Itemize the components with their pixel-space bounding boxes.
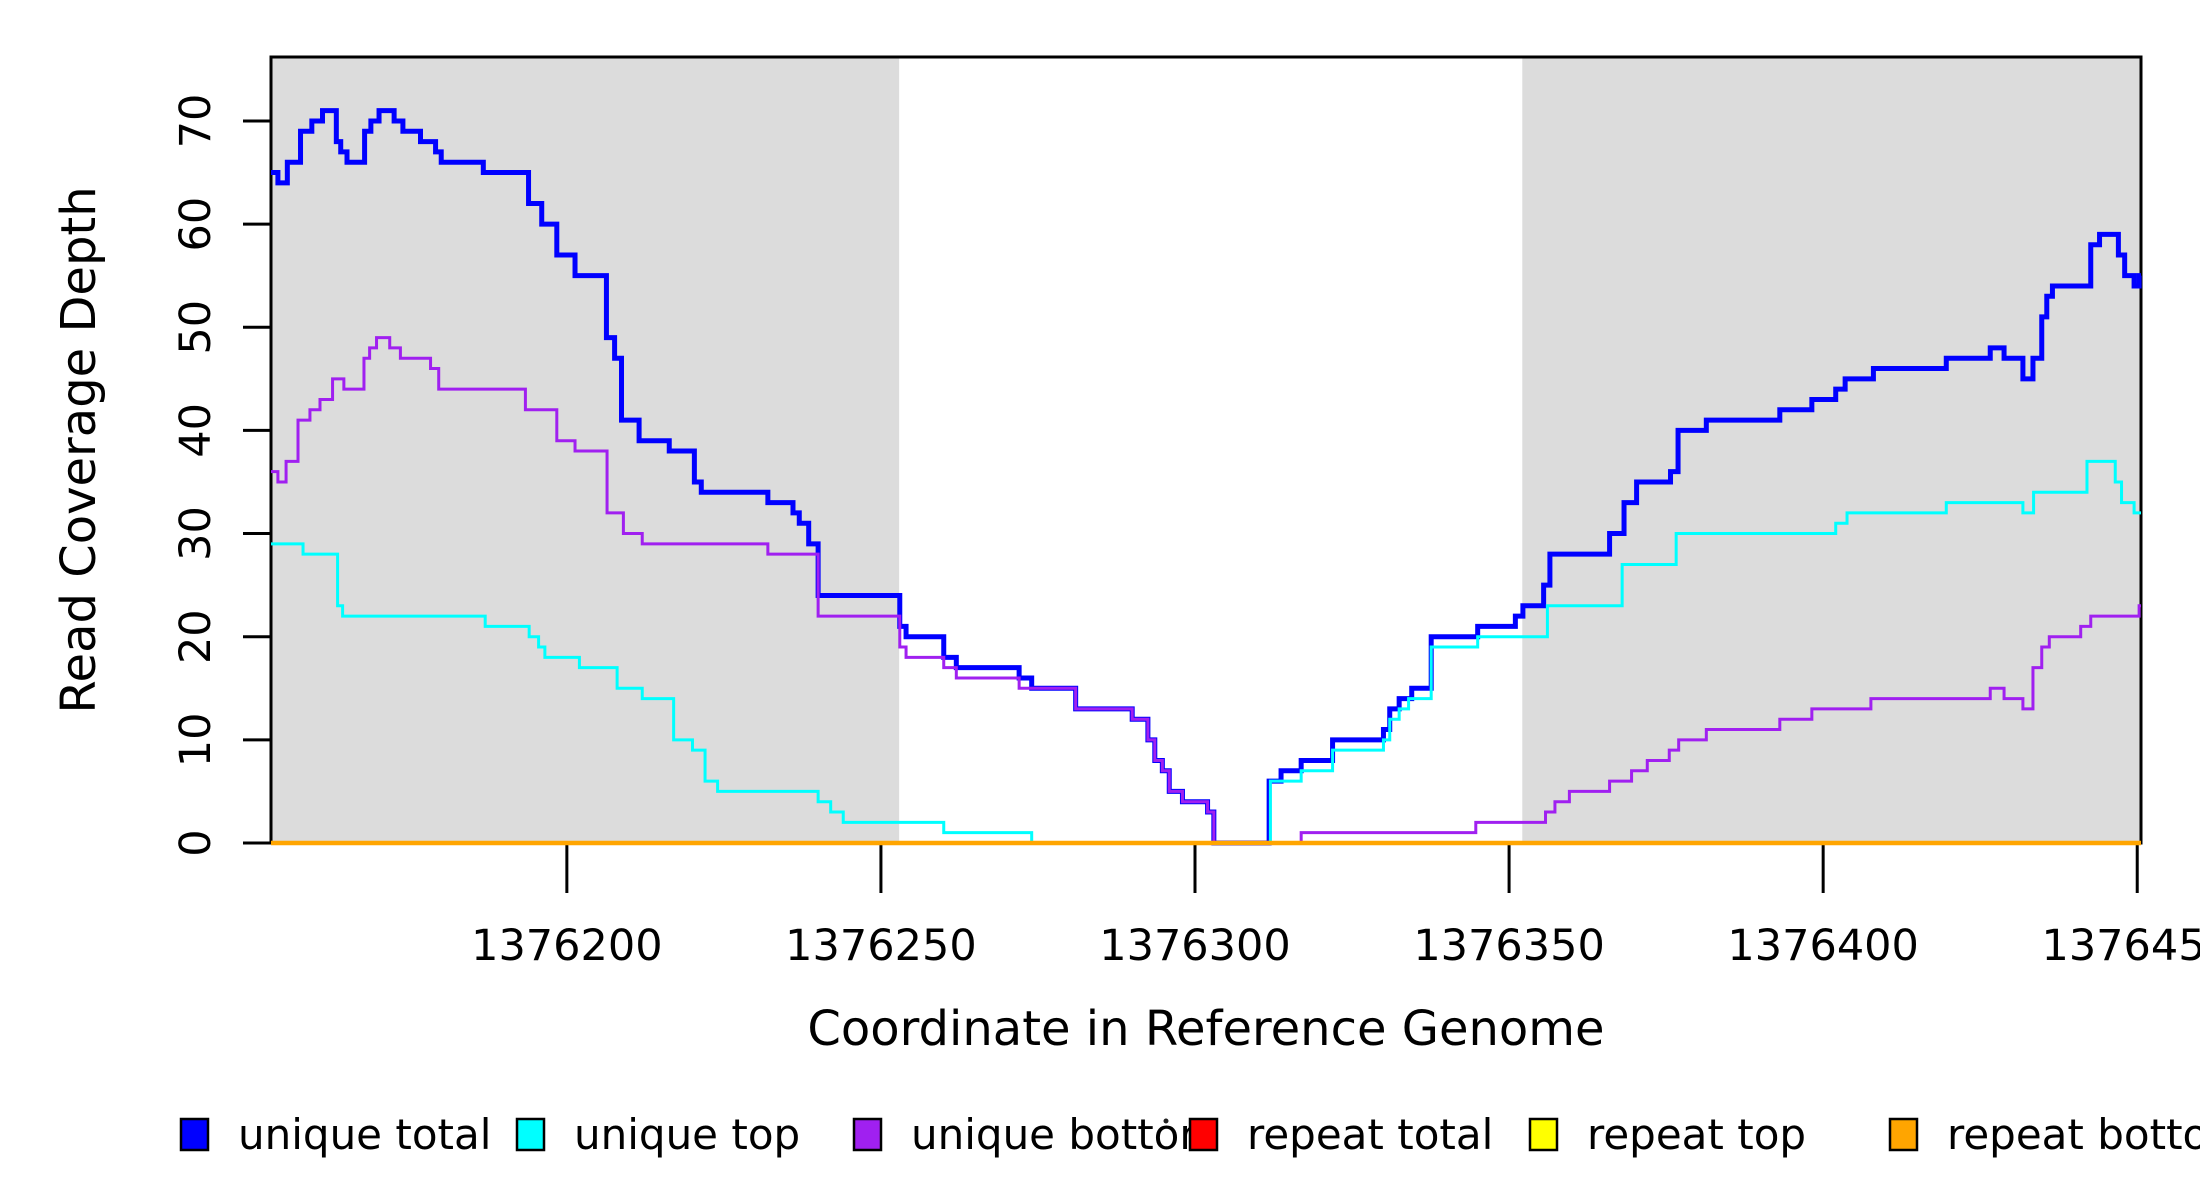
legend-label-repeat-top: repeat top [1587, 1110, 1806, 1159]
series-unique-top [271, 459, 2141, 845]
legend-label-unique-top: unique top [574, 1110, 800, 1159]
x-tick-label: 1376200 [471, 921, 663, 971]
y-tick-label: 70 [171, 94, 221, 149]
y-tick-label: 40 [171, 403, 221, 458]
y-tick-label: 20 [171, 609, 221, 664]
x-tick-label: 1376350 [1413, 921, 1605, 971]
y-tick-label: 10 [171, 712, 221, 767]
y-tick-label: 50 [171, 300, 221, 355]
legend-swatch-unique-total [179, 1117, 210, 1152]
legend-label-unique-bottom: unique bottom [911, 1110, 1220, 1159]
legend-swatch-unique-bottom [852, 1117, 883, 1152]
legend-label-repeat-total: repeat total [1247, 1110, 1493, 1159]
x-tick-label: 1376400 [1727, 921, 1919, 971]
x-axis: 1376200 1376250 1376300 1376350 1376400 13764… [471, 843, 2200, 971]
shaded-regions [271, 57, 2141, 843]
series-unique-bottom [271, 336, 2141, 845]
legend: unique total unique top unique bottom repea… [179, 1110, 2200, 1159]
legend-swatch-repeat-bottom [1888, 1117, 1919, 1152]
shaded-region [1522, 57, 2141, 843]
x-axis-title: Coordinate in Reference Genome [807, 1001, 1604, 1057]
y-tick-label: 60 [171, 197, 221, 252]
legend-label-unique-total: unique total [238, 1110, 491, 1159]
y-axis: 0 10 20 30 40 50 60 70 [171, 94, 271, 857]
y-axis-title: Read Coverage Depth [51, 186, 107, 713]
legend-swatch-unique-top [515, 1117, 546, 1152]
legend-label-repeat-bottom: repeat bottom [1947, 1110, 2200, 1159]
stray-mark [1163, 1118, 1169, 1124]
y-tick-label: 30 [171, 506, 221, 561]
x-tick-label: 1376300 [1099, 921, 1291, 971]
y-tick-label: 0 [171, 829, 221, 856]
legend-swatch-repeat-total [1188, 1117, 1219, 1152]
x-tick-label: 1376250 [785, 921, 977, 971]
legend-swatch-repeat-top [1528, 1117, 1559, 1152]
series-lines [271, 108, 2142, 846]
